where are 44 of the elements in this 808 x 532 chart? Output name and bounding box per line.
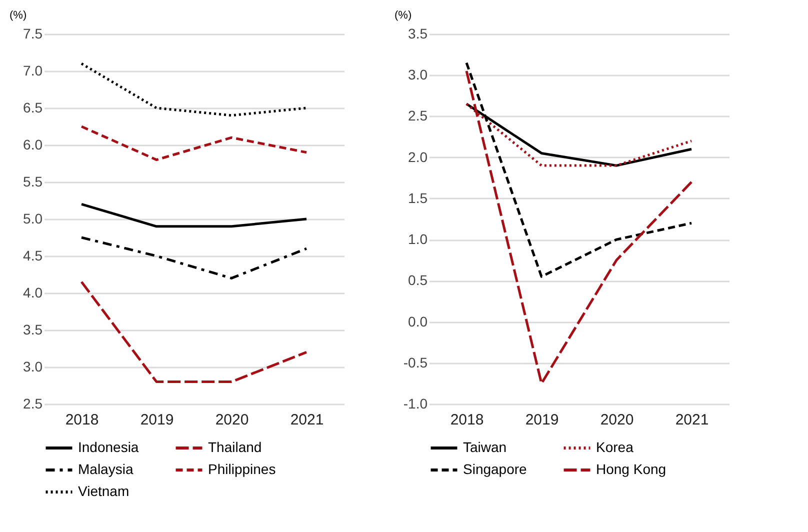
y-tick-label: 3.0	[23, 358, 43, 374]
x-tick-label: 2021	[290, 412, 324, 428]
y-tick-label: 1.5	[408, 190, 428, 206]
y-tick-label: 4.5	[23, 248, 43, 264]
y-tick-label: 5.5	[23, 174, 43, 190]
x-tick-label: 2020	[600, 412, 634, 428]
y-tick-label: 7.5	[23, 26, 43, 42]
line-series	[80, 125, 308, 162]
line-series	[465, 70, 693, 385]
line-series	[465, 62, 693, 278]
legend-label: Vietnam	[78, 483, 130, 499]
legend-label: Taiwan	[463, 439, 507, 455]
y-tick-label: 3.5	[408, 26, 428, 42]
y-tick-label: 4.0	[23, 284, 43, 300]
legend-label: Philippines	[208, 461, 276, 477]
y-axis-title: (%)	[10, 10, 27, 22]
y-tick-label: 6.5	[23, 100, 43, 116]
x-tick-label: 2021	[675, 412, 709, 428]
y-tick-label: -1.0	[403, 396, 428, 412]
legend-label: Singapore	[463, 461, 528, 477]
y-tick-label: 5.0	[23, 210, 43, 226]
y-tick-label: 2.0	[408, 148, 428, 165]
x-tick-label: 2018	[450, 412, 484, 428]
y-tick-label: 6.0	[23, 136, 43, 152]
legend-label: Thailand	[208, 439, 262, 455]
y-tick-label: 1.0	[408, 231, 428, 248]
y-tick-label: -0.5	[403, 354, 428, 370]
y-tick-label: 2.5	[408, 108, 428, 124]
y-tick-label: 0.0	[408, 313, 428, 330]
legend-label: Hong Kong	[596, 461, 666, 477]
x-tick-label: 2019	[525, 412, 559, 428]
y-tick-label: 7.0	[23, 62, 43, 78]
x-tick-label: 2018	[65, 412, 99, 428]
x-tick-label: 2020	[215, 412, 249, 428]
x-tick-label: 2019	[140, 412, 174, 428]
y-tick-label: 2.5	[23, 396, 43, 412]
y-axis-title: (%)	[394, 10, 412, 22]
legend-label: Korea	[596, 439, 634, 455]
legend-label: Indonesia	[78, 439, 139, 455]
y-tick-label: 0.5	[408, 272, 428, 288]
legend-label: Malaysia	[78, 461, 134, 477]
line-series	[80, 236, 308, 280]
y-tick-label: 3.5	[23, 322, 43, 338]
y-tick-label: 3.0	[408, 66, 428, 83]
